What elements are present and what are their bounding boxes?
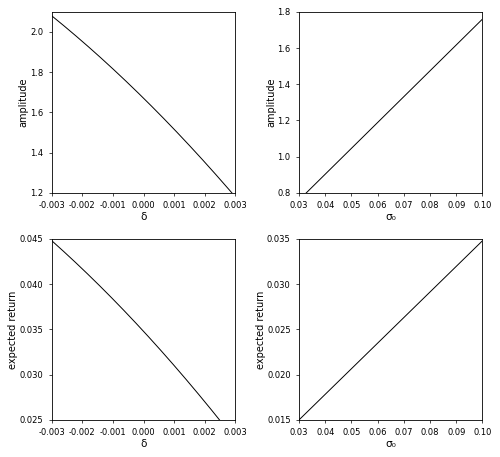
X-axis label: δ: δ <box>140 439 146 449</box>
X-axis label: σ₀: σ₀ <box>386 439 396 449</box>
Y-axis label: amplitude: amplitude <box>266 78 276 127</box>
Y-axis label: amplitude: amplitude <box>19 78 29 127</box>
X-axis label: σ₀: σ₀ <box>386 212 396 222</box>
X-axis label: δ: δ <box>140 212 146 222</box>
Y-axis label: expected return: expected return <box>8 290 18 369</box>
Y-axis label: expected return: expected return <box>256 290 266 369</box>
